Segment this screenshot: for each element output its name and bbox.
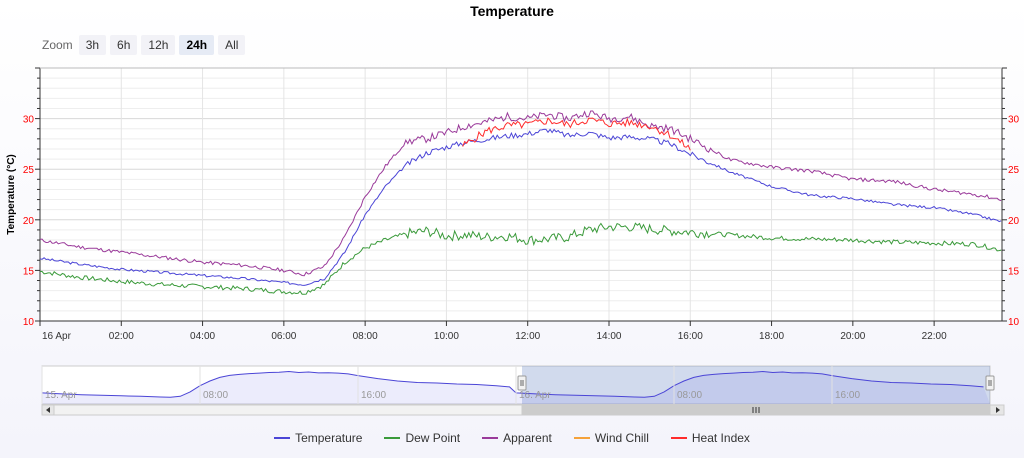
y-tick-label-left: 20 bbox=[23, 216, 35, 227]
zoom-all-button[interactable]: All bbox=[218, 35, 246, 55]
legend-item-temperature[interactable]: Temperature bbox=[274, 431, 362, 445]
scroll-right-arrow-icon bbox=[996, 407, 1000, 413]
navigator-left-handle[interactable] bbox=[517, 375, 527, 391]
legend-item-dew-point[interactable]: Dew Point bbox=[384, 431, 460, 445]
legend-swatch bbox=[274, 437, 291, 439]
zoom-3h-button[interactable]: 3h bbox=[78, 35, 107, 55]
x-tick-label: 14:00 bbox=[596, 331, 621, 342]
y-tick-label-left: 25 bbox=[23, 165, 35, 176]
legend-label: Dew Point bbox=[405, 431, 461, 445]
navigator-line bbox=[41, 370, 984, 398]
y-tick-label-right: 25 bbox=[1008, 165, 1020, 176]
navigator-tick-label: 15. Apr bbox=[45, 390, 77, 401]
x-tick-label: 18:00 bbox=[759, 331, 784, 342]
series-line-dew-point bbox=[39, 222, 1002, 295]
legend-label: Wind Chill bbox=[594, 431, 649, 445]
legend: Temperature Dew Point Apparent Wind Chil… bbox=[0, 431, 1024, 445]
legend-item-apparent[interactable]: Apparent bbox=[482, 431, 552, 445]
x-tick-label: 20:00 bbox=[840, 331, 865, 342]
y-tick-label-left: 10 bbox=[23, 317, 35, 328]
navigator-tick-label: 16:00 bbox=[361, 390, 386, 401]
x-tick-label: 06:00 bbox=[271, 331, 296, 342]
y-tick-label-right: 30 bbox=[1008, 115, 1020, 126]
x-tick-label: 16 Apr bbox=[42, 331, 72, 342]
scroll-left-arrow-icon bbox=[46, 407, 50, 413]
legend-swatch bbox=[670, 437, 687, 439]
series-lines bbox=[39, 110, 1002, 295]
navigator-tick-label: 16. Apr bbox=[519, 390, 551, 401]
legend-swatch bbox=[573, 437, 590, 439]
zoom-bar: Zoom 3h 6h 12h 24h All bbox=[42, 35, 246, 55]
x-tick-label: 12:00 bbox=[515, 331, 540, 342]
x-tick-label: 04:00 bbox=[190, 331, 215, 342]
y-tick-label-right: 20 bbox=[1008, 216, 1020, 227]
y-tick-label-left: 30 bbox=[23, 115, 35, 126]
x-tick-label: 10:00 bbox=[434, 331, 459, 342]
navigator[interactable]: 15. Apr 08:00 16:00 16. Apr 08:00 16:00 bbox=[41, 365, 1005, 416]
legend-swatch bbox=[384, 437, 401, 439]
legend-swatch bbox=[482, 437, 499, 439]
y-tick-label-right: 10 bbox=[1008, 317, 1020, 328]
chart-title: Temperature bbox=[470, 3, 554, 19]
zoom-12h-button[interactable]: 12h bbox=[141, 35, 176, 55]
y-tick-label-right: 15 bbox=[1008, 266, 1020, 277]
x-tick-label: 08:00 bbox=[353, 331, 378, 342]
zoom-label: Zoom bbox=[42, 38, 73, 52]
zoom-6h-button[interactable]: 6h bbox=[110, 35, 138, 55]
navigator-tick-label: 16:00 bbox=[835, 390, 860, 401]
x-tick-label: 22:00 bbox=[922, 331, 947, 342]
zoom-24h-button[interactable]: 24h bbox=[179, 35, 215, 55]
series-line-apparent bbox=[39, 110, 1002, 277]
x-tick-label: 16:00 bbox=[678, 331, 703, 342]
legend-label: Heat Index bbox=[691, 431, 750, 445]
navigator-right-handle[interactable] bbox=[985, 375, 995, 391]
navigator-area bbox=[42, 371, 990, 404]
navigator-tick-label: 08:00 bbox=[203, 390, 228, 401]
navigator-tick-label: 08:00 bbox=[677, 390, 702, 401]
axes bbox=[35, 67, 1007, 326]
legend-label: Temperature bbox=[295, 431, 363, 445]
series-line-temperature bbox=[39, 128, 1002, 286]
legend-label: Apparent bbox=[503, 431, 552, 445]
x-tick-label: 02:00 bbox=[109, 331, 134, 342]
tick-labels: 10 10 15 15 20 20 25 25 30 30 16 Apr 02:00 04:00 06:0… bbox=[6, 115, 1020, 342]
y-tick-label-left: 15 bbox=[23, 266, 35, 277]
plot-background bbox=[40, 68, 1002, 321]
legend-item-wind-chill[interactable]: Wind Chill bbox=[573, 431, 649, 445]
y-axis-title: Temperature (°C) bbox=[6, 154, 17, 235]
grid bbox=[39, 67, 1002, 322]
series-line-heat-index bbox=[462, 117, 691, 151]
legend-item-heat-index[interactable]: Heat Index bbox=[670, 431, 750, 445]
